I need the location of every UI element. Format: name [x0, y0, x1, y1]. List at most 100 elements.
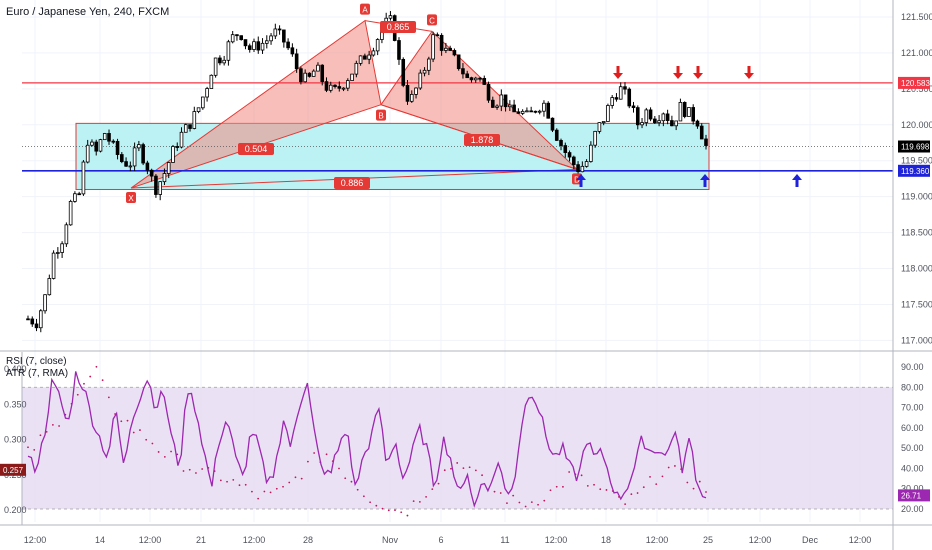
candle-body	[43, 294, 47, 312]
candle-body	[243, 39, 248, 47]
atr-dot	[506, 502, 508, 505]
candle-body	[618, 86, 623, 100]
candle-body	[448, 47, 452, 51]
atr-tick-label: 0.200	[4, 505, 27, 515]
atr-dot	[624, 503, 627, 506]
time-tick-label: 12:00	[139, 535, 162, 545]
atr-dot	[705, 491, 707, 493]
time-tick-label: 25	[703, 535, 713, 545]
candle-body	[337, 86, 342, 89]
candle-body	[115, 140, 120, 155]
time-tick-label: 14	[95, 535, 105, 545]
candle-body	[435, 34, 440, 37]
candle-body	[350, 73, 354, 81]
candle-body	[137, 144, 141, 149]
candle-body	[94, 141, 99, 152]
atr-dot	[195, 472, 197, 474]
candle-body	[572, 156, 576, 166]
candle-body	[499, 94, 504, 107]
candle-body	[303, 72, 307, 83]
atr-dot	[499, 492, 502, 494]
candle-body	[311, 70, 316, 77]
atr-dot	[151, 442, 154, 445]
candle-body	[414, 87, 418, 95]
atr-dot	[244, 483, 247, 486]
candle-body	[465, 73, 470, 79]
candle-body	[179, 131, 184, 148]
atr-legend-label: ATR (7, RMA)	[6, 368, 69, 379]
buy-arrow-icon	[576, 174, 586, 187]
rsi-band	[22, 387, 893, 509]
atr-value-badge-bg	[0, 463, 26, 476]
candle-body	[235, 34, 239, 37]
price-tick-label: 121.000	[901, 48, 932, 58]
candle-body	[482, 77, 487, 85]
candle-body	[354, 62, 359, 75]
atr-dot	[555, 485, 558, 488]
candle-body	[162, 173, 167, 183]
atr-dot	[188, 468, 191, 471]
candle-body	[554, 129, 559, 141]
candle-body	[405, 84, 410, 102]
atr-dot	[543, 499, 546, 502]
atr-dot	[655, 483, 658, 486]
candle-body	[60, 243, 64, 253]
rsi-tick-label: 20.00	[901, 504, 924, 514]
atr-dot	[139, 429, 141, 431]
candle-body	[597, 122, 602, 132]
candle-body	[209, 74, 214, 89]
atr-value-badge: 0.257	[3, 466, 24, 475]
candle-body	[111, 140, 116, 143]
atr-tick-label: 0.350	[4, 399, 27, 409]
candle-body	[388, 15, 393, 19]
candle-body	[401, 58, 406, 86]
candle-body	[222, 59, 226, 64]
rsi-panel[interactable]	[22, 365, 893, 517]
atr-dot	[238, 484, 241, 487]
atr-dot	[362, 495, 365, 498]
candle-body	[158, 181, 162, 195]
support-price-badge-bg	[898, 164, 930, 177]
candle-body	[68, 201, 73, 226]
candle-body	[644, 109, 649, 123]
resistance-price-badge: 120.583	[901, 79, 930, 88]
price-tick-label: 119.500	[901, 156, 932, 166]
candle-body	[589, 144, 593, 162]
candle-body	[567, 152, 572, 158]
candle-body	[56, 252, 60, 254]
atr-dot	[636, 492, 639, 494]
candle-body	[188, 124, 192, 129]
atr-tick-label: 0.300	[4, 435, 27, 445]
candle-body	[333, 84, 337, 87]
candle-body	[247, 45, 252, 50]
candle-body	[631, 105, 636, 109]
atr-dot	[599, 488, 602, 491]
ratio-label-bg	[464, 134, 500, 146]
price-tick-label: 119.000	[901, 192, 932, 202]
candle-body	[699, 125, 704, 140]
atr-dot	[418, 500, 421, 503]
buy-arrow-icon	[700, 174, 710, 187]
candle-body	[328, 84, 333, 91]
candle-body	[375, 39, 380, 52]
atr-dot	[649, 475, 651, 478]
candle-body	[678, 102, 683, 122]
atr-dot	[145, 438, 148, 441]
candle-body	[674, 120, 678, 127]
candle-body	[128, 165, 133, 168]
harmonic-label-bg-b	[376, 109, 386, 121]
atr-dot	[282, 485, 284, 488]
atr-dot	[568, 471, 571, 473]
candle-body	[503, 94, 508, 108]
candle-body	[682, 102, 687, 117]
time-tick-label: 18	[601, 535, 611, 545]
candle-body	[665, 113, 670, 121]
candle-body	[431, 34, 435, 60]
ratio-label: 1.878	[471, 135, 494, 145]
harmonic-label-bg-x	[126, 192, 136, 204]
atr-dot	[549, 489, 552, 492]
atr-dot	[182, 470, 185, 472]
price-tick-label: 118.500	[901, 228, 932, 238]
